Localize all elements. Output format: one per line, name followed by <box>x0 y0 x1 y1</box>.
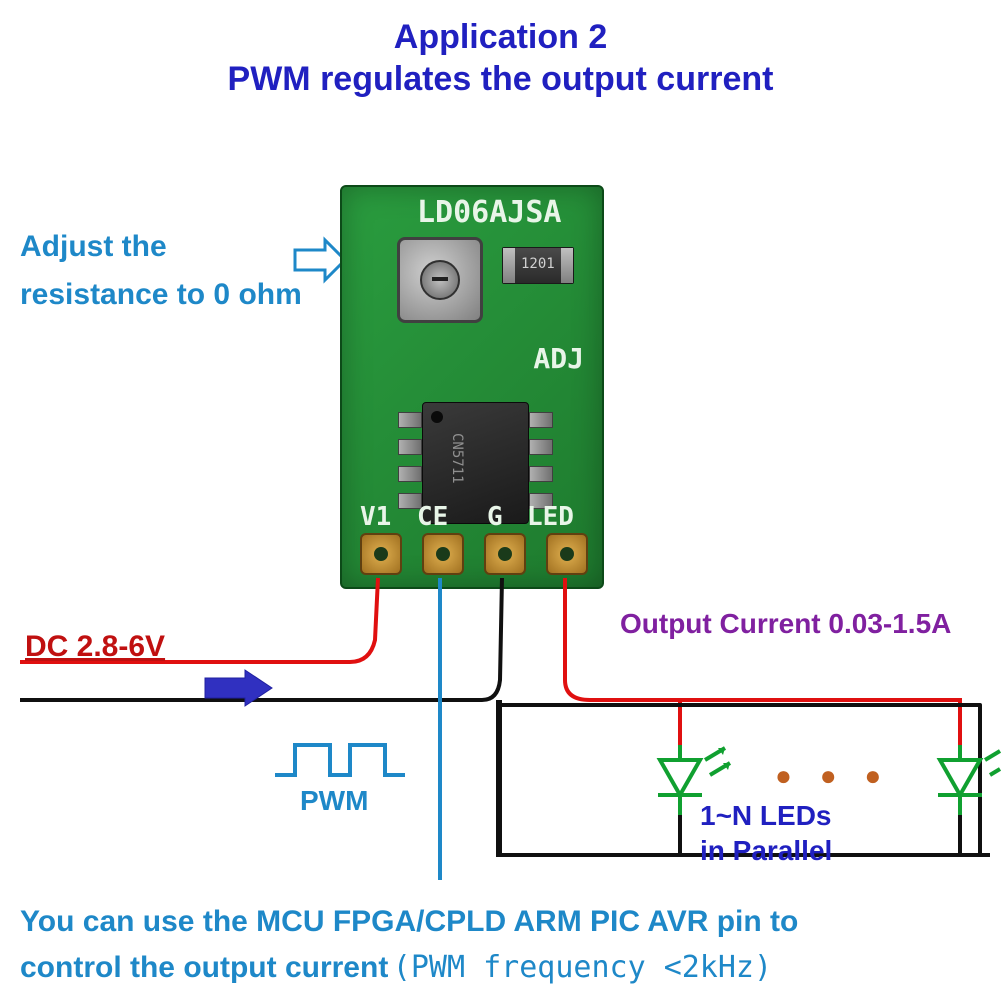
pcb-part-number: LD06AJSA <box>417 195 562 230</box>
pin-label-g: G <box>487 502 503 532</box>
leds-label-1: 1~N LEDs <box>700 800 832 832</box>
pad-ce <box>422 533 464 575</box>
pin-label-v1: V1 <box>360 502 391 532</box>
title-line-1: Application 2 <box>0 18 1001 57</box>
ic-orientation-dot <box>431 411 443 423</box>
pcb-board: LD06AJSA 1201 ADJ CN5711 V1 CE G LED <box>340 185 604 589</box>
bottom-text-2a: control the output current <box>20 951 388 984</box>
led-ellipsis: ● ● ● <box>775 760 891 792</box>
pwm-waveform-icon <box>275 745 405 775</box>
adj-label: ADJ <box>533 342 584 375</box>
pin-label-ce: CE <box>417 502 448 532</box>
output-current-label: Output Current 0.03-1.5A <box>620 608 951 640</box>
pwm-label: PWM <box>300 785 368 817</box>
pad-v1 <box>360 533 402 575</box>
led-symbol-n <box>938 745 1000 815</box>
ic-marking: CN5711 <box>449 433 465 484</box>
bottom-text-1: You can use the MCU FPGA/CPLD ARM PIC AV… <box>20 905 798 939</box>
pad-g <box>484 533 526 575</box>
leds-label-2: in Parallel <box>700 835 832 867</box>
pot-slot-icon <box>432 277 448 281</box>
dc-arrow-icon <box>200 668 280 708</box>
adjust-annotation-1: Adjust the <box>20 230 167 264</box>
dc-input-label: DC 2.8-6V <box>25 630 165 664</box>
pad-led <box>546 533 588 575</box>
pot-screw <box>420 260 460 300</box>
title-line-2: PWM regulates the output current <box>0 60 1001 99</box>
potentiometer <box>397 237 483 323</box>
pin-label-led: LED <box>527 502 574 532</box>
bottom-text-2b: (PWM frequency <2kHz) <box>393 950 772 985</box>
smd-resistor: 1201 <box>502 247 574 284</box>
adjust-annotation-2: resistance to 0 ohm <box>20 278 302 312</box>
resistor-marking: 1201 <box>521 256 555 272</box>
